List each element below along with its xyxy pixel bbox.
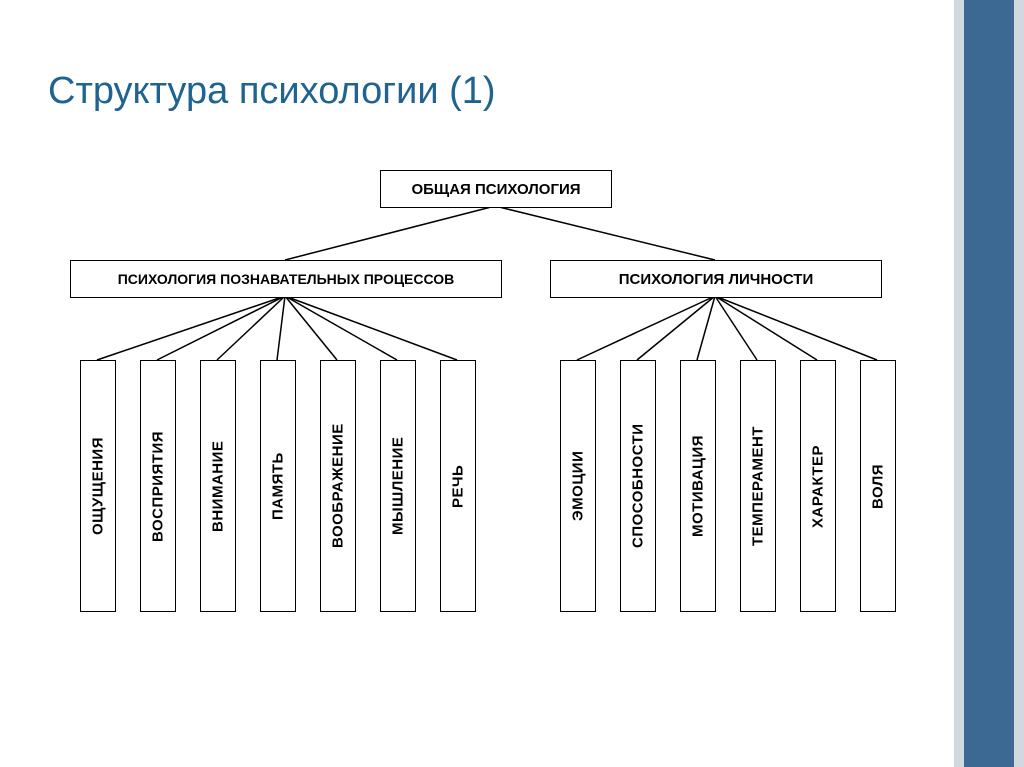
left-leaf-3: ПАМЯТЬ bbox=[260, 360, 296, 612]
hierarchy-diagram: ОБЩАЯ ПСИХОЛОГИЯ ПСИХОЛОГИЯ ПОЗНАВАТЕЛЬНЫ… bbox=[60, 160, 930, 640]
root-node: ОБЩАЯ ПСИХОЛОГИЯ bbox=[380, 170, 612, 208]
left-leaf-1: ВОСПРИЯТИЯ bbox=[140, 360, 176, 612]
right-leaf-5: ВОЛЯ bbox=[860, 360, 896, 612]
branch-node-0: ПСИХОЛОГИЯ ПОЗНАВАТЕЛЬНЫХ ПРОЦЕССОВ bbox=[70, 260, 502, 298]
right-leaf-4: ХАРАКТЕР bbox=[800, 360, 836, 612]
right-leaf-1: СПОСОБНОСТИ bbox=[620, 360, 656, 612]
right-leaf-3: ТЕМПЕРАМЕНТ bbox=[740, 360, 776, 612]
right-leaf-0: ЭМОЦИИ bbox=[560, 360, 596, 612]
left-leaf-5: МЫШЛЕНИЕ bbox=[380, 360, 416, 612]
slide-title: Структура психологии (1) bbox=[48, 70, 496, 113]
left-leaf-6: РЕЧЬ bbox=[440, 360, 476, 612]
side-band-inner bbox=[964, 0, 1014, 767]
left-leaf-4: ВООБРАЖЕНИЕ bbox=[320, 360, 356, 612]
left-leaf-0: ОЩУЩЕНИЯ bbox=[80, 360, 116, 612]
right-leaf-2: МОТИВАЦИЯ bbox=[680, 360, 716, 612]
slide: Структура психологии (1) ОБЩАЯ ПСИХОЛОГИ… bbox=[0, 0, 1024, 767]
left-leaf-2: ВНИМАНИЕ bbox=[200, 360, 236, 612]
branch-node-1: ПСИХОЛОГИЯ ЛИЧНОСТИ bbox=[550, 260, 882, 298]
